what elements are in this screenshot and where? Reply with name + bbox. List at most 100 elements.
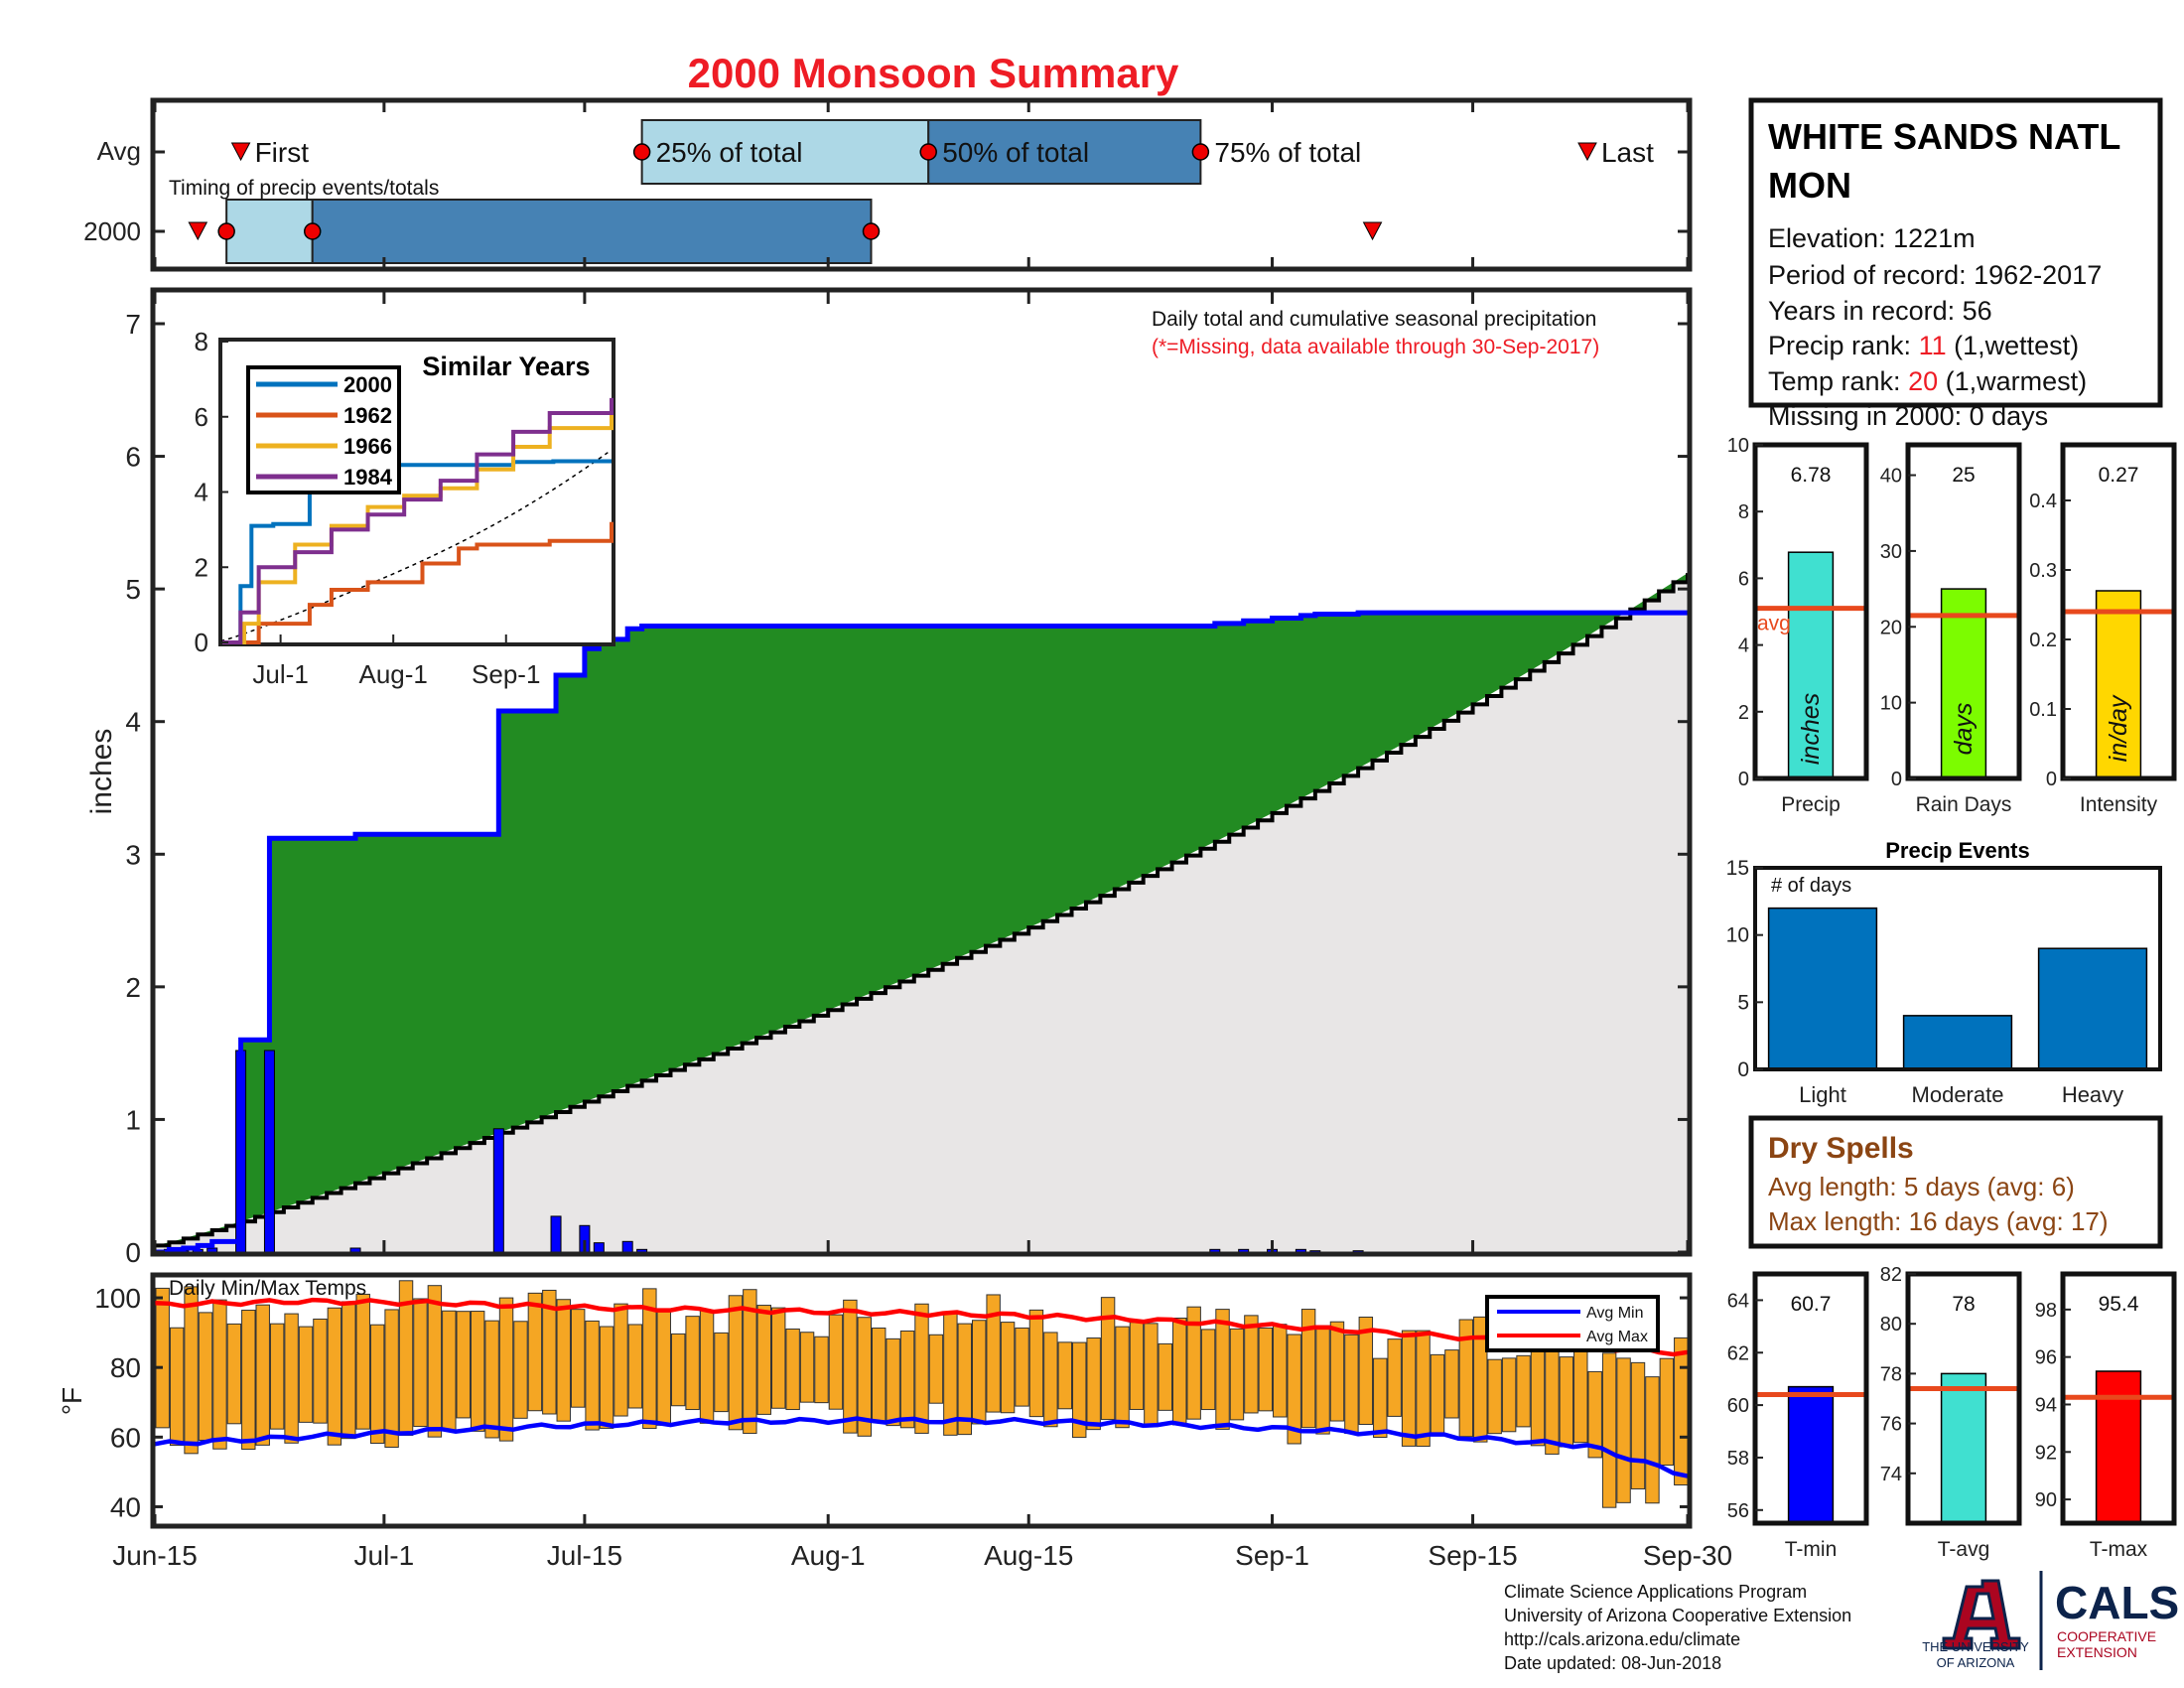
precip-rank-note: (1,wettest) [1947,331,2080,360]
university-of-arizona-logo: THE UNIVERSITY OF ARIZONA CALS COOPERATI… [1922,1571,2179,1670]
mini-bar-T-min [1787,1385,1835,1524]
ua-logo-line2: OF ARIZONA [1937,1655,2015,1670]
daily-temp-range-bar [871,1328,887,1422]
daily-temp-range-bar [255,1304,270,1446]
daily-temp-range-bar [642,1288,657,1430]
mini-y-tick-label: 0 [2046,769,2057,790]
daily-temp-range-bar [198,1312,213,1441]
mini-y-tick-label: 98 [2035,1300,2057,1322]
events-y-tick-label: 15 [1726,857,1749,880]
daily-temp-range-bar [1416,1330,1431,1448]
events-y-tick-label: 5 [1737,991,1749,1014]
avg-25-50-box [640,119,930,185]
daily-temp-range-bar [1659,1357,1675,1467]
avg-last-marker [1577,142,1597,162]
avg-max-temp-line [154,1297,1689,1357]
daily-temp-range-bar [814,1336,829,1404]
mini-bar-Precip [1787,551,1835,779]
daily-temp-range-bar [1630,1361,1646,1489]
daily-temp-range-bar [542,1289,557,1415]
daily-temp-range-bar [1186,1306,1201,1420]
mini-y-tick-label: 0.3 [2029,560,2057,582]
daily-temp-range-bar [828,1314,844,1410]
precip-note: Daily total and cumulative seasonal prec… [1152,308,1596,331]
legend-avg-max-label: Avg Max [1586,1329,1648,1345]
mini-y-tick-label: 90 [2035,1489,2057,1511]
temp-y-label: °F [57,1387,87,1415]
daily-temp-range-bar [656,1309,671,1426]
mini-bar-T-avg [1940,1372,1987,1524]
daily-temp-range-bar [442,1310,457,1431]
precip-y-tick-label: 6 [125,442,141,473]
date-tick-label: Aug-1 [791,1540,866,1571]
inset-x-tick-label: Aug-1 [358,659,427,689]
daily-temp-range-bar [1329,1321,1345,1422]
dry-spells-max-length: Max length: 16 days (avg: 17) [1768,1206,2109,1236]
date-tick-label: Sep-1 [1235,1540,1309,1571]
summary-bar-charts: 0 2 4 6 8 10 6.78 Precip inches avg 0 10 20 30 40 25 Rai… [1727,435,2177,1561]
daily-temp-range-bar [1072,1341,1087,1439]
daily-temp-range-bar [1430,1353,1445,1436]
timing-caption: Timing of precip events/totals [169,177,439,200]
events-y-tick-label: 10 [1726,924,1749,947]
daily-temp-range-bar [498,1297,514,1442]
daily-temp-range-bar [1258,1327,1274,1412]
mini-y-tick-label: 4 [1738,635,1749,657]
daily-temp-range-bar [770,1307,786,1409]
daily-temp-range-bar [585,1320,600,1431]
mini-y-tick-label: 2 [1738,702,1749,724]
mini-y-tick-label: 30 [1880,541,1902,563]
daily-temp-range-bar [456,1311,471,1419]
daily-temp-range-bar [1086,1337,1101,1431]
daily-temp-range-bar [513,1321,528,1419]
footer-line2: University of Arizona Cooperative Extens… [1504,1606,1851,1625]
events-bar-Heavy [2037,947,2148,1070]
mini-y-tick-label: 10 [1727,435,1749,457]
dry-spells-box: Dry Spells Avg length: 5 days (avg: 6) M… [1748,1115,2163,1249]
events-bar-Light [1767,907,1878,1070]
precip-y-tick-label: 5 [125,574,141,605]
mini-frame [1905,442,2022,781]
mini-frame [1752,1271,1869,1526]
events-category-label: Light [1799,1082,1846,1107]
date-tick-label: Sep-15 [1428,1540,1517,1571]
inset-average-line [221,452,609,642]
mini-y-tick-label: 80 [1880,1314,1902,1336]
avg-75-marker [1191,143,1210,161]
average-cumulative-fill [155,573,1688,1252]
daily-temp-range-bar [1215,1309,1230,1430]
station-missing: Missing in 2000: 0 days [1768,401,2048,431]
mini-y-tick-label: 56 [1727,1500,1749,1522]
inset-y-tick-label: 4 [195,478,208,507]
temp-rank-label: Temp rank: [1768,366,1908,396]
mini-y-tick-label: 96 [2035,1347,2057,1369]
daily-temp-range-bar [1200,1329,1216,1411]
temp-rank-value: 20 [1908,366,1938,396]
mini-value-label: 6.78 [1791,464,1832,487]
date-axis: Jun-15 Jul-1 Jul-15 Aug-1 Aug-15 Sep-1 Sep-15 S… [112,1514,1732,1571]
daily-temp-range-bar [1387,1338,1402,1417]
precip-y-label: inches [85,729,118,815]
daily-temp-range-bar [212,1299,227,1450]
precip-rank-label: Precip rank: [1768,331,1919,360]
inset-title: Similar Years [422,352,590,381]
daily-temp-range-bar [556,1299,571,1422]
daily-temp-range-bar [413,1298,428,1428]
inset-legend-box [246,365,401,494]
daily-temp-range-bar [943,1312,958,1436]
daily-temp-range-bar [1100,1297,1116,1421]
mini-unit-label: days [1950,703,1978,756]
daily-temp-range-bar [699,1309,715,1424]
year-75-marker [862,222,881,240]
precip-y-tick-label: 0 [125,1237,141,1268]
mini-y-tick-label: 20 [1880,617,1902,638]
daily-temp-range-bar [714,1332,729,1413]
daily-temp-range-bar [1244,1315,1259,1414]
daily-temp-range-bar [1458,1319,1474,1438]
station-name-line1: WHITE SANDS NATL [1768,116,2120,157]
daily-temp-range-bar [369,1324,385,1445]
mini-y-tick-label: 60 [1727,1395,1749,1417]
station-period: Period of record: 1962-2017 [1768,260,2102,290]
mini-y-tick-label: 64 [1727,1290,1749,1312]
precip-y-tick-label: 4 [125,707,141,738]
